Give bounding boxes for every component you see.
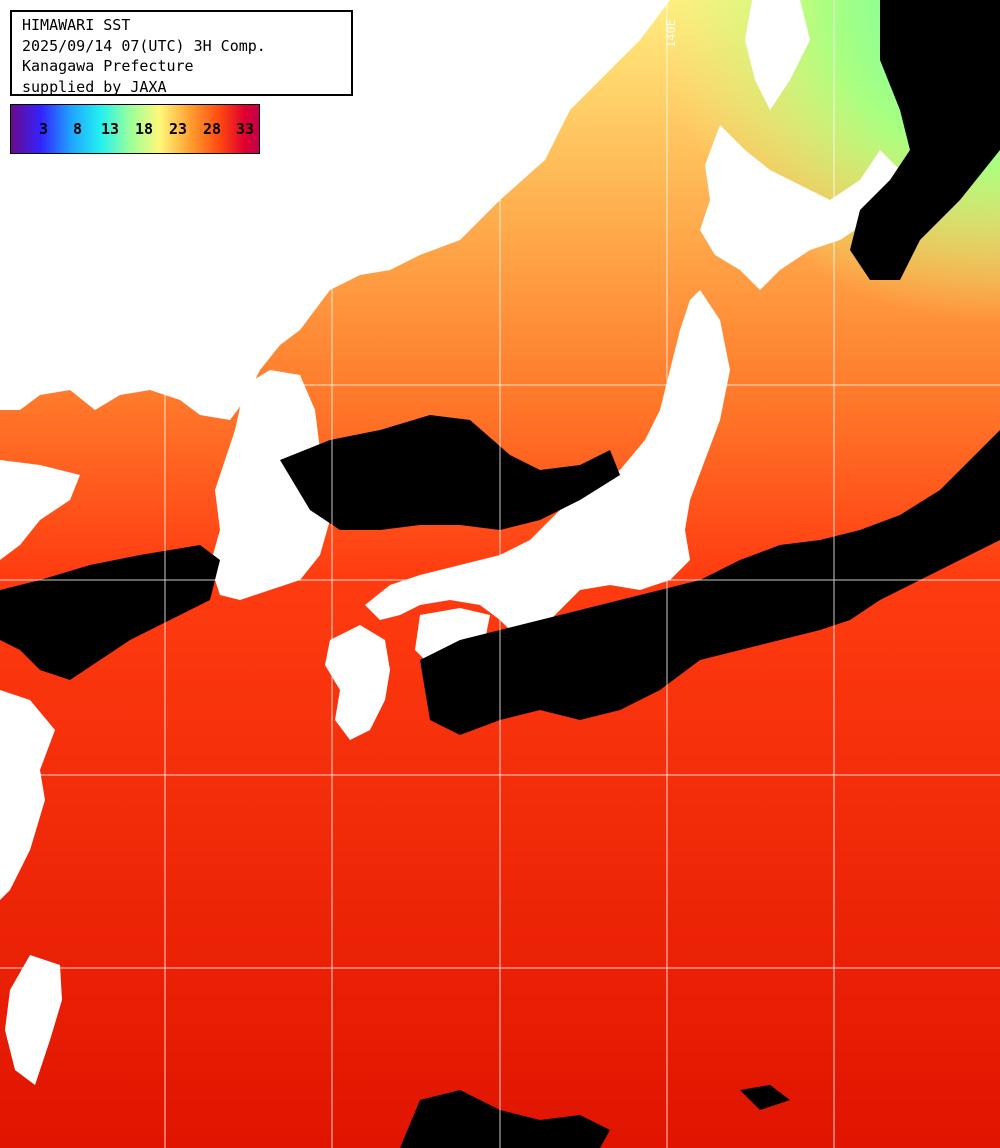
timestamp: 2025/09/14 07(UTC) 3H Comp. <box>22 36 266 55</box>
land-shikoku <box>415 608 490 665</box>
land-korea <box>210 370 330 600</box>
product-title: HIMAWARI SST <box>22 16 131 34</box>
legend-tick: 18 <box>135 120 154 138</box>
legend-tick: 3 <box>39 120 49 138</box>
legend-tick: 28 <box>203 120 222 138</box>
legend-tick: 8 <box>73 120 83 138</box>
lon-label-140e: 140E <box>664 19 678 48</box>
info-box: HIMAWARI SST 2025/09/14 07(UTC) 3H Comp.… <box>10 10 353 96</box>
cloud-bottom <box>400 1090 610 1148</box>
land-china-coast <box>0 460 80 560</box>
land-hokkaido <box>700 125 900 290</box>
credit: supplied by JAXA <box>22 77 167 96</box>
lat-label-40n: 40N <box>14 354 36 368</box>
land-kyushu <box>325 625 390 740</box>
land-taiwan <box>5 955 62 1085</box>
prefecture: Kanagawa Prefecture <box>22 57 194 75</box>
legend-tick: 13 <box>101 120 120 138</box>
legend-tick: 23 <box>169 120 188 138</box>
color-legend: 3 8 13 18 23 28 33 <box>10 104 260 154</box>
land-sakhalin <box>745 0 810 110</box>
cloud-bottom-right <box>740 1085 790 1110</box>
cloud-north-east <box>850 0 1000 280</box>
legend-tick: 33 <box>236 120 255 138</box>
land-china-south <box>0 690 55 900</box>
land-honshu <box>365 290 730 640</box>
cloud-band-south <box>420 430 1000 735</box>
lat-label-30n: 30N <box>14 760 36 774</box>
cloud-band-japan-sea <box>280 415 620 530</box>
